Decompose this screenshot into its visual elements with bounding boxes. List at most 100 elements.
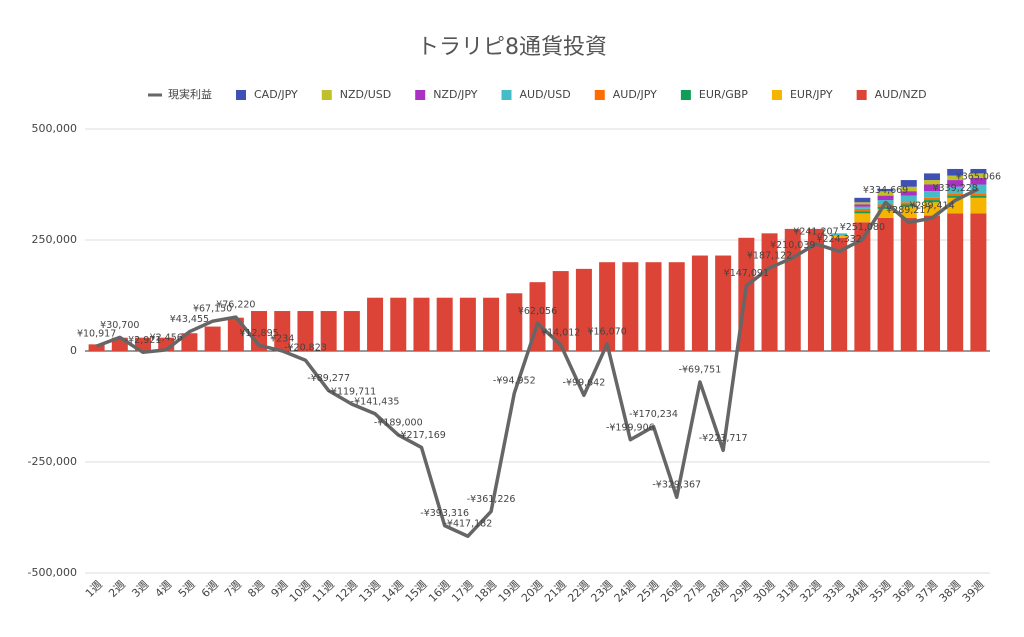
- data-label: -¥20,823: [284, 343, 327, 354]
- bar-segment: [831, 237, 848, 351]
- bar-segment: [343, 311, 360, 351]
- bar-segment: [227, 317, 244, 351]
- y-tick-label: -500,000: [28, 566, 77, 579]
- x-tick-label: 10週: [287, 578, 314, 605]
- data-label: ¥147,091: [724, 268, 769, 279]
- x-tick-label: 23週: [588, 578, 615, 605]
- x-tick-label: 34週: [844, 578, 871, 605]
- bar-segment: [552, 271, 569, 351]
- data-label: -¥361,226: [467, 494, 516, 505]
- bar-segment: [970, 193, 987, 196]
- x-tick-label: 4週: [153, 578, 175, 600]
- data-label: -¥141,435: [351, 396, 400, 407]
- data-label: ¥241,207: [793, 226, 838, 237]
- bar-segment: [320, 311, 337, 351]
- data-label: ¥210,039: [770, 240, 815, 251]
- legend-label: AUD/USD: [520, 88, 571, 101]
- bar-segment: [877, 217, 894, 351]
- x-tick-label: 32週: [797, 578, 824, 605]
- x-tick-label: 1週: [83, 578, 105, 600]
- x-tick-label: 15週: [403, 578, 430, 605]
- data-label: -¥2,921: [125, 335, 162, 346]
- x-tick-label: 20週: [519, 578, 546, 605]
- x-tick-label: 25週: [635, 578, 662, 605]
- data-label: -¥217,169: [397, 430, 446, 441]
- data-label: -¥99,642: [563, 378, 606, 389]
- bar-segment: [877, 191, 894, 196]
- bar-segment: [970, 168, 987, 174]
- bar-segment: [854, 222, 871, 351]
- x-tick-label: 39週: [960, 578, 987, 605]
- bar-segment: [483, 297, 500, 351]
- x-tick-label: 26週: [658, 578, 685, 605]
- legend-swatch: [856, 90, 867, 100]
- bar-segment: [413, 297, 430, 351]
- legend-swatch: [680, 90, 691, 100]
- data-label: ¥187,122: [747, 250, 792, 261]
- bar-segment: [390, 297, 407, 351]
- bar-segment: [599, 262, 616, 351]
- bar-segment: [970, 195, 987, 198]
- bar-segment: [947, 168, 964, 176]
- x-tick-label: 31週: [774, 578, 801, 605]
- x-tick-label: 29週: [728, 578, 755, 605]
- x-tick-label: 19週: [496, 578, 523, 605]
- x-tick-label: 30週: [751, 578, 778, 605]
- bar-segment: [877, 195, 894, 201]
- bar-segment: [923, 202, 940, 216]
- data-label: -¥223,717: [699, 433, 748, 444]
- bar-segment: [900, 191, 917, 196]
- data-label: -¥189,000: [374, 417, 423, 428]
- x-tick-label: 8週: [245, 578, 267, 600]
- bar-segment: [807, 228, 824, 351]
- legend-label: NZD/USD: [340, 88, 391, 101]
- x-tick-label: 14週: [380, 578, 407, 605]
- bar-segment: [506, 293, 523, 351]
- x-tick-label: 16週: [426, 578, 453, 605]
- bar-segment: [854, 197, 871, 203]
- bar-segment: [923, 200, 940, 203]
- bar-segment: [622, 262, 639, 351]
- legend-swatch: [594, 90, 605, 100]
- bar-segment: [854, 206, 871, 209]
- bar-segment: [204, 326, 221, 351]
- bar-segment: [970, 197, 987, 214]
- bar-segment: [970, 177, 987, 185]
- data-label: -¥417,182: [444, 519, 493, 530]
- legend-label: 現実利益: [168, 87, 212, 101]
- bar-segment: [181, 333, 198, 351]
- bar-segment: [923, 173, 940, 181]
- x-tick-label: 17週: [449, 578, 476, 605]
- data-label: ¥30,700: [100, 320, 139, 331]
- data-label: ¥43,455: [170, 314, 209, 325]
- legend-swatch: [236, 90, 246, 100]
- data-label: ¥14,012: [541, 327, 580, 338]
- data-label: -¥329,367: [652, 480, 701, 491]
- data-label: -¥393,316: [420, 508, 469, 519]
- x-tick-label: 12週: [333, 578, 360, 605]
- bar-segment: [900, 186, 917, 192]
- data-label: ¥334,669: [863, 185, 908, 196]
- legend-swatch: [501, 90, 512, 100]
- data-label: ¥2,456: [150, 332, 183, 343]
- bar-segment: [877, 188, 894, 192]
- bar-segment: [854, 208, 871, 212]
- x-tick-label: 3週: [129, 578, 151, 600]
- bar-segment: [877, 206, 894, 209]
- data-label: ¥76,220: [216, 300, 255, 311]
- bar-segment: [831, 235, 848, 238]
- data-label: ¥16,070: [587, 326, 626, 337]
- bar-segment: [947, 213, 964, 351]
- y-tick-label: 250,000: [32, 233, 78, 246]
- bar-segment: [970, 173, 987, 178]
- x-tick-label: 22週: [565, 578, 592, 605]
- bar-segment: [900, 204, 917, 207]
- data-label: -¥199,906: [606, 422, 655, 433]
- data-label: ¥299,414: [909, 201, 954, 212]
- x-tick-label: 6週: [199, 578, 221, 600]
- bar-segment: [947, 186, 964, 194]
- bar-segment: [923, 191, 940, 198]
- bar-segment: [854, 213, 871, 223]
- data-label: ¥289,217: [886, 205, 931, 216]
